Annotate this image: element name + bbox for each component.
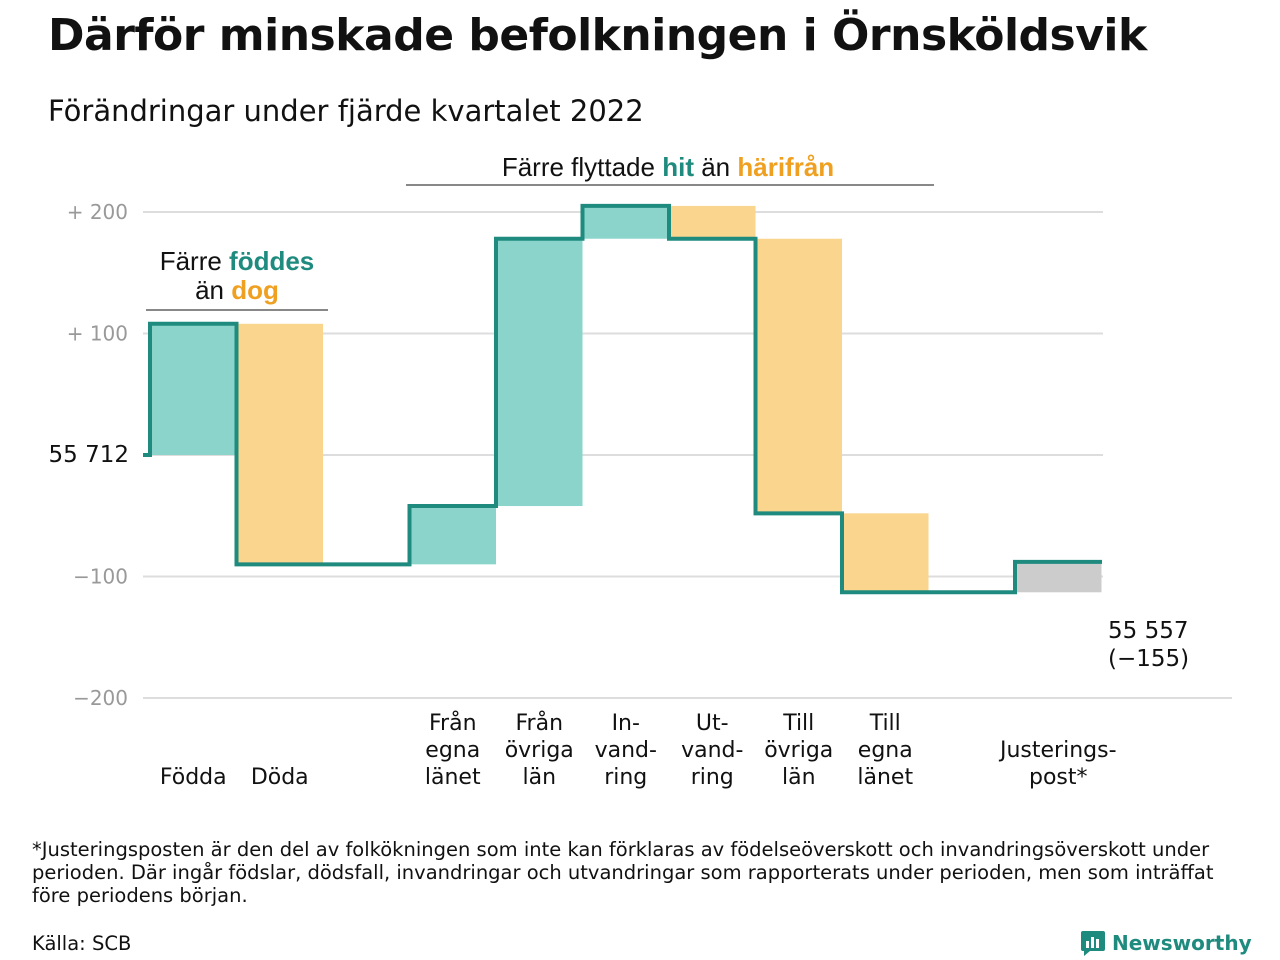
category-label: Till xyxy=(869,711,901,736)
category-label: länet xyxy=(857,765,913,790)
y-tick-label: −100 xyxy=(73,565,128,589)
bar-7 xyxy=(842,513,929,593)
category-label: In- xyxy=(612,711,640,736)
births-deaths-annotation-line1: Färre föddes xyxy=(160,246,315,276)
y-tick-label: + 100 xyxy=(67,322,128,346)
y-tick-label: −200 xyxy=(73,686,128,710)
category-label: post* xyxy=(1029,765,1088,790)
category-label: egna xyxy=(858,738,913,763)
y-tick-label: + 200 xyxy=(67,200,128,224)
footnote: *Justeringsposten är den del av folkökni… xyxy=(32,838,1214,907)
brand-name: Newsworthy xyxy=(1112,931,1252,955)
highlight-fodda: föddes xyxy=(229,246,314,276)
category-label: övriga xyxy=(764,738,833,763)
bar-3 xyxy=(496,238,583,507)
chart-subtitle: Förändringar under fjärde kvartalet 2022 xyxy=(48,94,644,128)
bar-1 xyxy=(236,323,323,565)
brand-logo[interactable]: Newsworthy xyxy=(1080,928,1252,958)
bar-5 xyxy=(669,205,756,239)
end-value-label: 55 557 xyxy=(1108,618,1188,644)
category-label: Från xyxy=(515,710,563,736)
category-label: övriga xyxy=(505,738,574,763)
category-label: ring xyxy=(691,765,734,790)
migration-annotation: Färre flyttade hit än härifrån xyxy=(502,152,834,182)
category-label: länet xyxy=(425,765,481,790)
category-label: Från xyxy=(429,710,477,736)
highlight-dog: dog xyxy=(231,275,279,305)
start-value-label: 55 712 xyxy=(49,442,129,468)
bar-2 xyxy=(409,506,496,565)
highlight-harifran: härifrån xyxy=(737,152,834,182)
category-label: egna xyxy=(425,738,480,763)
cumulative-step-line xyxy=(143,203,1102,595)
category-label: Födda xyxy=(160,765,227,790)
bar-0 xyxy=(150,323,237,455)
category-label: vand- xyxy=(681,738,743,763)
births-deaths-annotation-line2: än dog xyxy=(195,275,279,305)
category-labels: Födda DödaFrånegnalänetFrånövrigalänIn-va… xyxy=(160,710,1117,790)
category-label: Till xyxy=(782,711,814,736)
source-label: Källa: SCB xyxy=(32,932,132,955)
bar-6 xyxy=(755,238,842,514)
end-change-label: (−155) xyxy=(1108,646,1189,672)
category-label: vand- xyxy=(595,738,657,763)
newsworthy-logo-icon xyxy=(1081,931,1105,956)
bars xyxy=(150,205,1102,593)
highlight-hit: hit xyxy=(662,152,694,182)
bar-4 xyxy=(582,205,669,239)
category-label: Döda xyxy=(251,765,309,790)
category-label: län xyxy=(522,765,556,790)
category-label: Justerings- xyxy=(998,738,1117,763)
y-axis-ticks: + 200 + 100 −100 −200 xyxy=(67,200,128,710)
cumulative-line xyxy=(143,203,1102,595)
chart-title: Därför minskade befolkningen i Örnskölds… xyxy=(48,10,1147,61)
category-label: Ut- xyxy=(696,711,729,736)
category-label: ring xyxy=(604,765,647,790)
category-label: län xyxy=(782,765,816,790)
bar-8 xyxy=(1015,561,1102,593)
